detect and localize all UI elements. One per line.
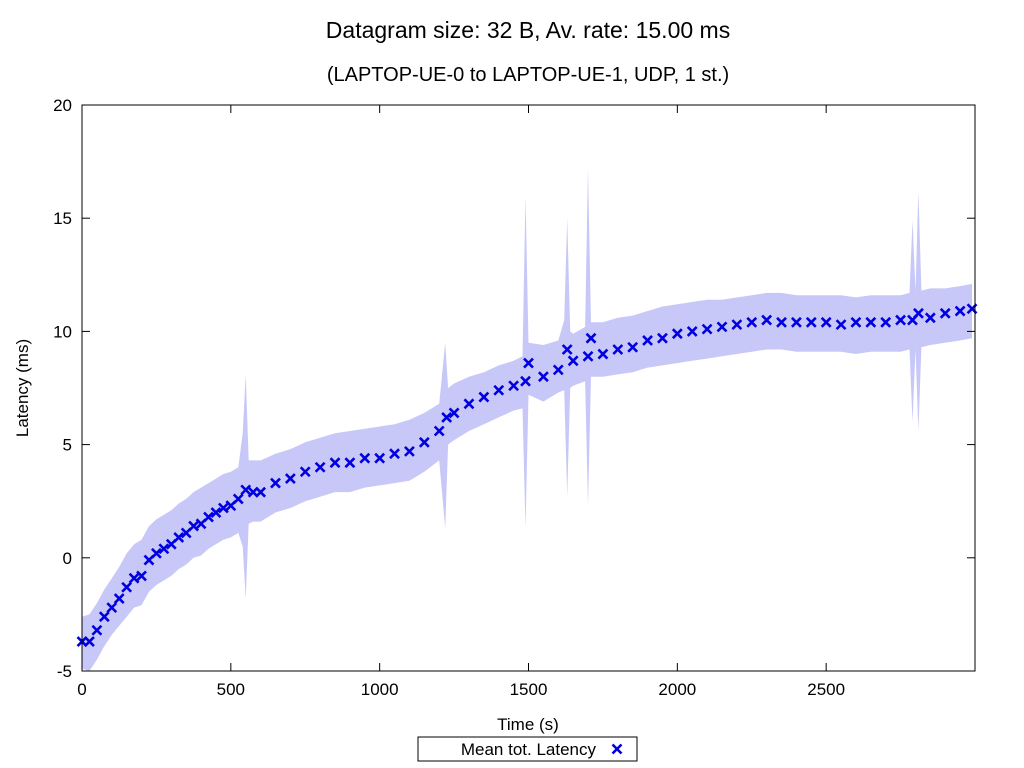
data-point [329,457,341,469]
y-tick-label: -5 [57,662,72,681]
data-point [389,448,400,460]
data-point [299,466,311,478]
data-point [478,391,490,403]
data-point [359,452,371,464]
data-point [173,532,185,543]
legend-x-marker-icon [611,743,623,755]
data-point [790,316,802,328]
data-point [240,484,252,496]
data-point [493,384,505,396]
x-tick-label: 1000 [361,680,399,699]
legend-label: Mean tot. Latency [461,740,597,759]
data-point [508,380,520,392]
data-point [761,314,773,326]
data-point [314,461,326,473]
data-point [106,602,118,614]
data-point [188,520,200,532]
y-tick-label: 10 [53,322,72,341]
data-point [448,407,460,419]
confidence-band-layer [82,168,972,671]
data-point [954,305,966,317]
data-point [835,319,847,331]
data-point [612,344,624,355]
data-point [270,477,281,489]
legend-marker-shape [611,743,623,755]
data-point [150,547,162,559]
data-point [374,452,386,464]
data-point [520,375,531,387]
data-point [805,316,817,328]
y-tick-label: 5 [63,436,72,455]
data-point [776,316,787,328]
data-point [433,425,445,437]
data-point [121,581,133,593]
data-point [686,325,698,337]
chart-subtitle: (LAPTOP-UE-0 to LAPTOP-UE-1, UDP, 1 st.) [327,64,729,86]
data-point [820,316,832,328]
data-point [642,335,653,346]
data-point [523,357,534,369]
chart-title: Datagram size: 32 B, Av. rate: 15.00 ms [326,17,730,43]
data-point [136,570,147,582]
data-point [217,502,229,514]
data-point [582,350,594,362]
data-point [98,611,110,623]
data-point [746,316,758,328]
data-point [561,344,573,355]
data-point [850,316,862,328]
data-point [716,321,728,333]
data-point [671,328,683,340]
data-point [203,511,214,523]
x-tick-label: 2500 [807,680,845,699]
x-tick-label: 2000 [658,680,696,699]
data-point [913,307,924,319]
data-point [158,543,170,555]
data-point [701,323,713,335]
data-point [210,507,222,518]
data-point [731,319,743,331]
axis-ticks: 0 500 1000 1500 2000 2500 -5 0 5 10 15 20 [53,96,975,699]
data-point [84,636,95,647]
legend: Mean tot. Latency [417,736,638,762]
data-point [597,348,609,360]
data-point [128,572,140,584]
data-point [463,398,475,410]
x-tick-label: 0 [77,680,86,699]
data-point [418,436,430,448]
data-point [552,364,564,376]
data-point [585,332,597,344]
legend-box [417,736,638,762]
data-point [627,341,639,353]
latency-range-band [82,168,972,671]
data-point [880,316,892,328]
data-point [344,457,356,469]
data-point [865,316,877,328]
y-tick-label: 15 [53,209,72,228]
data-point [91,624,103,636]
x-tick-label: 1500 [510,680,548,699]
data-point [441,412,453,423]
data-point [255,486,267,498]
data-point [232,493,244,505]
data-point [924,312,936,324]
data-point [113,593,125,604]
x-tick-label: 500 [217,680,245,699]
data-point [404,445,415,457]
data-point [657,332,668,344]
data-point [567,355,579,367]
y-tick-label: 0 [63,549,72,568]
series-markers [76,303,978,647]
data-point [895,314,907,326]
data-point [284,473,296,484]
y-axis-label: Latency (ms) [13,339,32,437]
data-point [939,307,951,319]
y-tick-label: 20 [53,96,72,115]
data-point [537,371,549,383]
x-axis-label: Time (s) [497,715,559,734]
